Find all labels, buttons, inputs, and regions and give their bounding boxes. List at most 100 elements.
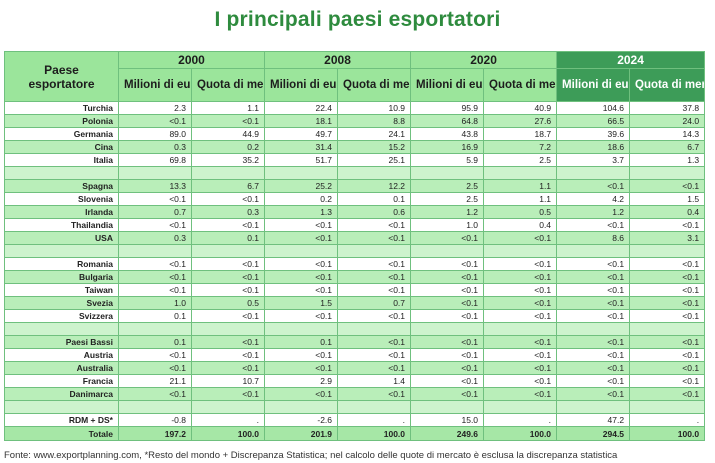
share-cell: 44.9 (190, 127, 266, 141)
country-name: Svezia (4, 296, 119, 310)
value-cell: <0.1 (264, 257, 339, 271)
share-cell: <0.1 (337, 387, 412, 401)
value-cell: <0.1 (118, 348, 192, 362)
share-cell: <0.1 (337, 348, 412, 362)
value-cell: 1.0 (118, 296, 192, 310)
share-cell: 25.1 (337, 153, 412, 167)
share-cell: 0.1 (337, 192, 412, 206)
value-cell: 16.9 (410, 140, 485, 154)
country-name: Francia (4, 374, 119, 388)
value-cell: <0.1 (556, 283, 631, 297)
value-cell: <0.1 (556, 296, 631, 310)
share-cell: <0.1 (629, 335, 706, 349)
share-cell: 0.5 (483, 205, 558, 219)
value-cell: <0.1 (410, 231, 485, 245)
source-footnote: Fonte: www.exportplanning.com, *Resto de… (4, 450, 618, 461)
value-cell: 25.2 (264, 179, 339, 193)
share-cell: <0.1 (337, 218, 412, 232)
value-cell: 31.4 (264, 140, 339, 154)
share-cell: <0.1 (337, 270, 412, 284)
share-cell: 1.3 (629, 153, 706, 167)
share-cell: <0.1 (629, 361, 706, 375)
country-name: Svizzera (4, 309, 119, 323)
share-cell: 15.2 (337, 140, 412, 154)
country-name: Romania (4, 257, 119, 271)
country-name: Paesi Bassi (4, 335, 119, 349)
value-cell: <0.1 (410, 270, 485, 284)
value-cell: 2.5 (410, 192, 485, 206)
country-name: Slovenia (4, 192, 119, 206)
value-cell: <0.1 (118, 218, 192, 232)
share-cell: 0.2 (190, 140, 266, 154)
share-cell: <0.1 (483, 283, 558, 297)
share-cell: 0.6 (337, 205, 412, 219)
value-column-header: Milioni di euro (556, 68, 631, 102)
country-name: RDM + DS* (4, 413, 119, 427)
value-cell: <0.1 (556, 309, 631, 323)
table-row: Svezia 1.0 0.5 1.5 0.7 <0.1 <0.1 <0.1 <0.1 (4, 296, 706, 310)
value-cell: 22.4 (264, 101, 339, 115)
value-cell: <0.1 (556, 387, 631, 401)
table-row: Francia 21.1 10.7 2.9 1.4 <0.1 <0.1 <0.1 <0.1 (4, 374, 706, 388)
value-cell: 1.5 (264, 296, 339, 310)
value-cell: <0.1 (556, 257, 631, 271)
table-row: RDM + DS* -0.8. -2.6. 15.0. 47.2. (4, 413, 706, 427)
value-cell: <0.1 (410, 361, 485, 375)
value-cell: <0.1 (264, 387, 339, 401)
share-cell: 1.1 (483, 192, 558, 206)
value-cell: 0.1 (118, 309, 192, 323)
value-cell: 1.0 (410, 218, 485, 232)
share-cell: 37.8 (629, 101, 706, 115)
share-cell: 0.5 (190, 296, 266, 310)
country-name: Taiwan (4, 283, 119, 297)
share-cell: <0.1 (190, 309, 266, 323)
value-cell: 0.3 (118, 140, 192, 154)
table-row: Taiwan <0.1 <0.1 <0.1 <0.1 <0.1 <0.1 <0.1 <0.1 (4, 283, 706, 297)
value-cell: 39.6 (556, 127, 631, 141)
value-cell: <0.1 (118, 387, 192, 401)
table-row: Slovenia <0.1 <0.1 0.2 0.1 2.5 1.1 4.2 1.5 (4, 192, 706, 206)
value-cell: 0.1 (264, 335, 339, 349)
value-cell: 95.9 (410, 101, 485, 115)
value-cell: <0.1 (118, 270, 192, 284)
year-header-2000: 2000 (117, 51, 266, 69)
value-cell: <0.1 (556, 179, 631, 193)
country-name: Cina (4, 140, 119, 154)
value-cell: 2.3 (118, 101, 192, 115)
share-cell: 0.1 (190, 231, 266, 245)
share-cell: 14.3 (629, 127, 706, 141)
share-cell: 8.8 (337, 114, 412, 128)
value-cell: 0.2 (264, 192, 339, 206)
country-name: Austria (4, 348, 119, 362)
value-cell: <0.1 (264, 270, 339, 284)
country-name: Bulgaria (4, 270, 119, 284)
spacer-row (4, 166, 706, 180)
value-cell: 0.7 (118, 205, 192, 219)
share-column-header: Quota di mercato (629, 68, 706, 102)
share-cell: 2.5 (483, 153, 558, 167)
value-cell: -2.6 (264, 413, 339, 427)
value-cell: <0.1 (118, 257, 192, 271)
value-column-header: Milioni di euro (410, 68, 485, 102)
table-row: Danimarca <0.1 <0.1 <0.1 <0.1 <0.1 <0.1 <0.1 <0.… (4, 387, 706, 401)
value-cell: <0.1 (556, 270, 631, 284)
share-cell: 40.9 (483, 101, 558, 115)
value-cell: 294.5 (556, 426, 631, 441)
value-cell: <0.1 (410, 296, 485, 310)
value-cell: 1.3 (264, 205, 339, 219)
share-cell: <0.1 (483, 309, 558, 323)
share-cell: <0.1 (337, 309, 412, 323)
share-cell: <0.1 (190, 335, 266, 349)
value-cell: <0.1 (410, 387, 485, 401)
value-cell: 21.1 (118, 374, 192, 388)
value-cell: 69.8 (118, 153, 192, 167)
value-cell: 8.6 (556, 231, 631, 245)
value-cell: 201.9 (264, 426, 339, 441)
value-cell: 13.3 (118, 179, 192, 193)
country-name: Totale (4, 426, 119, 441)
share-cell: 100.0 (190, 426, 266, 441)
share-cell: 35.2 (190, 153, 266, 167)
value-cell: <0.1 (118, 192, 192, 206)
value-column-header: Milioni di euro (118, 68, 192, 102)
share-cell: <0.1 (337, 361, 412, 375)
